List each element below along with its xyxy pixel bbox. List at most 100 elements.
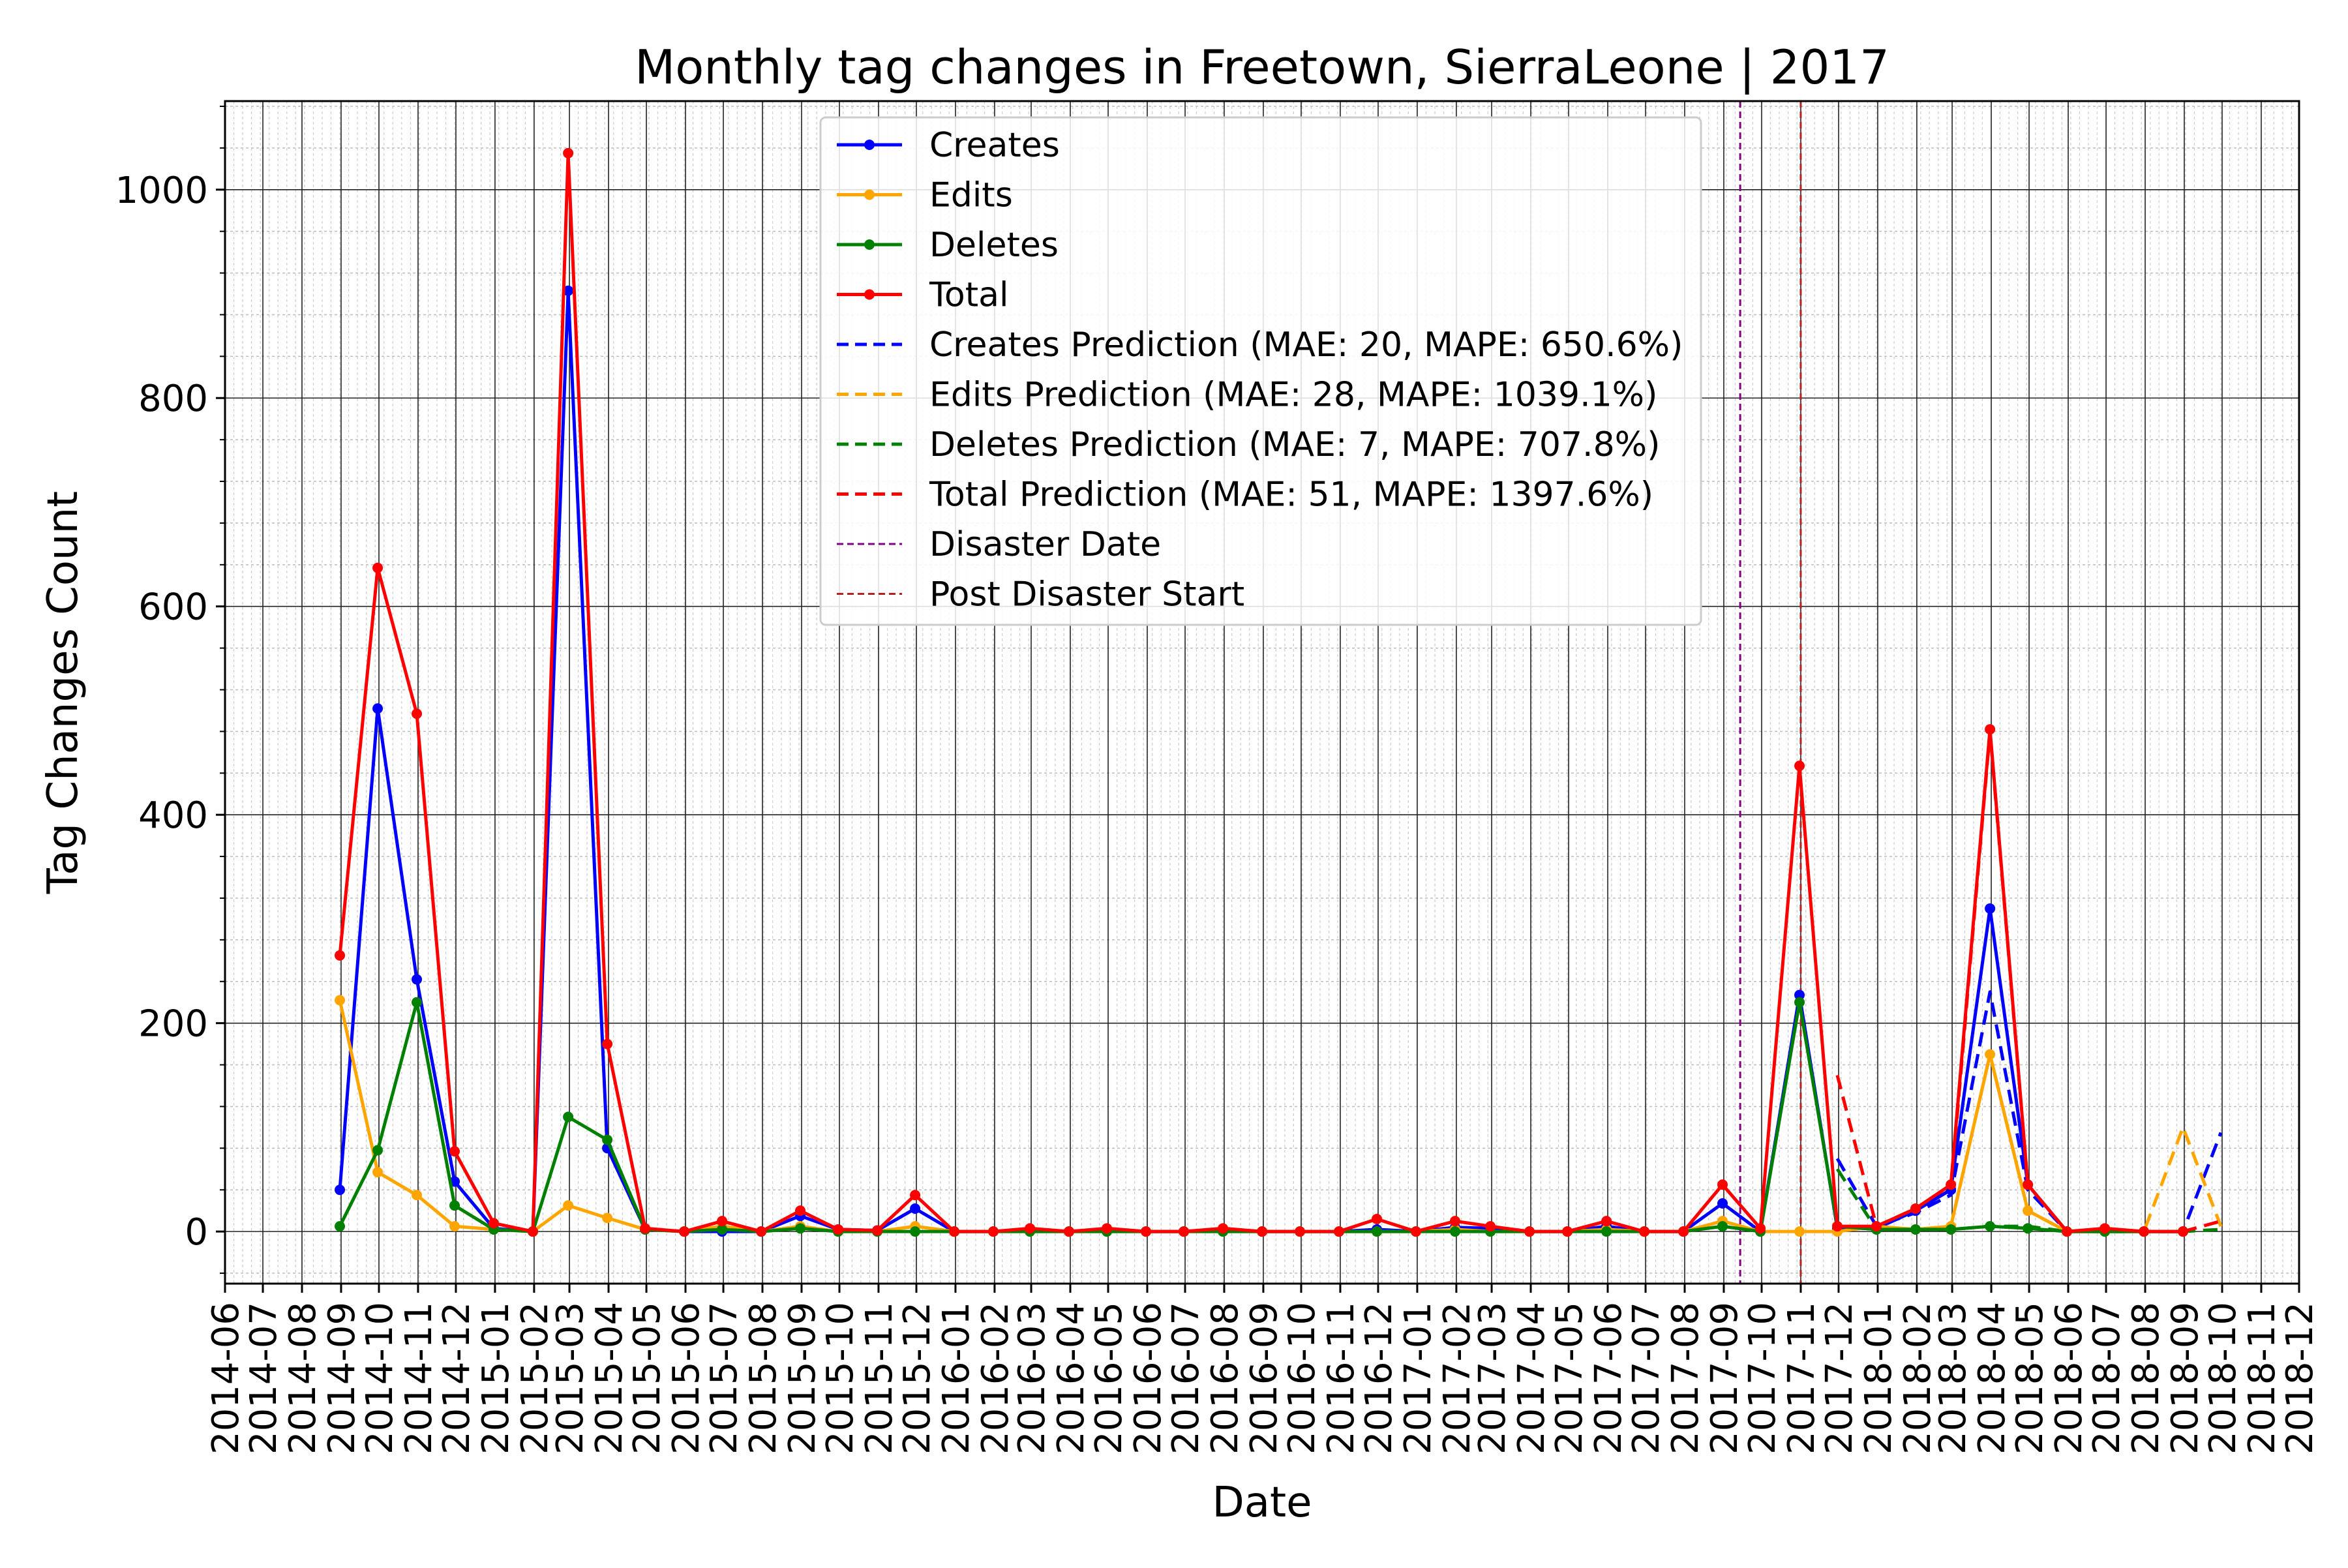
x-tick-label: 2017-11 <box>1781 1302 1823 1455</box>
data-point-total <box>563 147 574 158</box>
x-tick-label: 2015-04 <box>588 1302 631 1455</box>
x-tick-label: 2017-06 <box>1588 1302 1630 1455</box>
data-point-total <box>1257 1226 1267 1237</box>
data-point-deletes <box>717 1224 728 1235</box>
data-point-creates <box>1985 903 1996 914</box>
legend-marker <box>864 189 875 200</box>
legend-entry: Deletes <box>837 226 1059 265</box>
legend-label: Deletes Prediction (MAE: 7, MAPE: 707.8%… <box>929 425 1660 464</box>
legend-entry: Disaster Date <box>837 525 1161 564</box>
legend-box <box>819 116 1702 626</box>
data-point-deletes <box>602 1134 613 1145</box>
x-tick-label: 2014-12 <box>436 1302 478 1455</box>
y-tick-label: 600 <box>138 586 208 629</box>
data-point-edits <box>335 995 346 1006</box>
data-point-deletes <box>1717 1221 1728 1232</box>
data-point-deletes <box>1946 1224 1957 1235</box>
x-tick-label: 2015-06 <box>665 1302 708 1455</box>
data-point-deletes <box>412 997 423 1008</box>
data-point-edits <box>372 1167 384 1178</box>
data-point-total <box>2023 1179 2034 1190</box>
data-point-total <box>910 1190 921 1201</box>
data-point-total <box>1985 724 1996 735</box>
data-point-total <box>717 1216 728 1227</box>
data-point-total <box>1179 1226 1190 1237</box>
data-point-total <box>2100 1223 2111 1234</box>
x-tick-label: 2015-07 <box>703 1302 745 1455</box>
data-point-total <box>2062 1226 2073 1237</box>
x-tick-label: 2018-06 <box>2048 1302 2090 1455</box>
data-point-deletes <box>795 1223 806 1234</box>
data-point-total <box>1639 1226 1650 1237</box>
data-point-total <box>1910 1203 1921 1214</box>
data-point-creates <box>910 1203 921 1214</box>
data-point-edits <box>412 1190 423 1201</box>
x-tick-label: 2018-03 <box>1932 1302 1974 1455</box>
data-point-total <box>449 1146 460 1157</box>
x-tick-label: 2015-01 <box>475 1302 517 1455</box>
data-point-deletes <box>449 1200 460 1211</box>
x-tick-label: 2016-04 <box>1050 1302 1092 1455</box>
series-line-edits <box>338 999 2183 1233</box>
data-point-total <box>1601 1216 1612 1227</box>
series-line-deletes <box>338 1001 2183 1233</box>
x-tick-label: 2017-04 <box>1511 1302 1553 1455</box>
data-point-total <box>1871 1221 1882 1232</box>
data-point-total <box>1449 1216 1460 1227</box>
legend-label: Creates <box>929 126 1060 165</box>
data-point-total <box>679 1226 690 1237</box>
data-point-total <box>1064 1226 1075 1237</box>
data-point-edits <box>602 1213 613 1224</box>
data-point-total <box>2178 1226 2189 1237</box>
legend-label: Creates Prediction (MAE: 20, MAPE: 650.6… <box>929 325 1683 365</box>
x-tick-label: 2016-08 <box>1204 1302 1246 1455</box>
legend-entry: Creates Prediction (MAE: 20, MAPE: 650.6… <box>837 325 1683 365</box>
x-tick-label: 2016-10 <box>1281 1302 1323 1455</box>
data-point-total <box>1755 1223 1766 1234</box>
x-tick-label: 2015-05 <box>626 1302 669 1455</box>
reference-lines <box>1739 101 1802 1284</box>
data-point-total <box>1410 1226 1421 1237</box>
x-tick-label: 2014-10 <box>359 1302 401 1455</box>
series-layer <box>335 147 2223 1237</box>
x-tick-label: 2016-02 <box>974 1302 1017 1455</box>
data-point-total <box>1218 1223 1229 1234</box>
x-tick-label: 2018-10 <box>2202 1302 2244 1455</box>
x-tick-label: 2018-09 <box>2164 1302 2206 1455</box>
chart-title: Monthly tag changes in Freetown, SierraL… <box>635 40 1889 95</box>
data-point-total <box>949 1226 960 1237</box>
data-point-creates <box>335 1184 346 1196</box>
x-tick-label: 2017-12 <box>1818 1302 1861 1455</box>
data-point-total <box>1295 1226 1306 1237</box>
data-point-edits <box>1794 1226 1805 1237</box>
x-tick-label: 2018-07 <box>2086 1302 2128 1455</box>
data-point-total <box>1678 1226 1689 1237</box>
y-axis-label: Tag Changes Count <box>39 491 87 894</box>
data-point-deletes <box>1985 1221 1996 1232</box>
y-axis-ticks: 0 200 400 600 800 1000 <box>115 105 225 1274</box>
data-point-total <box>1102 1223 1113 1234</box>
x-tick-label: 2017-01 <box>1397 1302 1439 1455</box>
x-tick-label: 2016-05 <box>1088 1302 1130 1455</box>
x-tick-label: 2018-12 <box>2279 1302 2321 1455</box>
data-point-edits <box>563 1200 574 1211</box>
y-tick-label: 400 <box>138 794 208 837</box>
legend-label: Post Disaster Start <box>929 575 1244 614</box>
data-point-total <box>1524 1226 1535 1237</box>
y-tick-label: 800 <box>138 378 208 420</box>
data-point-deletes <box>1449 1226 1460 1237</box>
data-point-total <box>1372 1213 1383 1224</box>
data-point-total <box>372 562 384 573</box>
legend-marker <box>864 289 875 300</box>
x-tick-label: 2018-05 <box>2009 1302 2051 1455</box>
data-point-total <box>1946 1179 1957 1190</box>
legend-entry: Post Disaster Start <box>837 575 1244 614</box>
x-tick-label: 2016-11 <box>1320 1302 1362 1455</box>
x-tick-label: 2014-07 <box>243 1302 285 1455</box>
data-point-total <box>1025 1223 1036 1234</box>
data-point-total <box>756 1226 767 1237</box>
data-point-deletes <box>563 1111 574 1123</box>
x-tick-label: 2018-02 <box>1897 1302 1939 1455</box>
